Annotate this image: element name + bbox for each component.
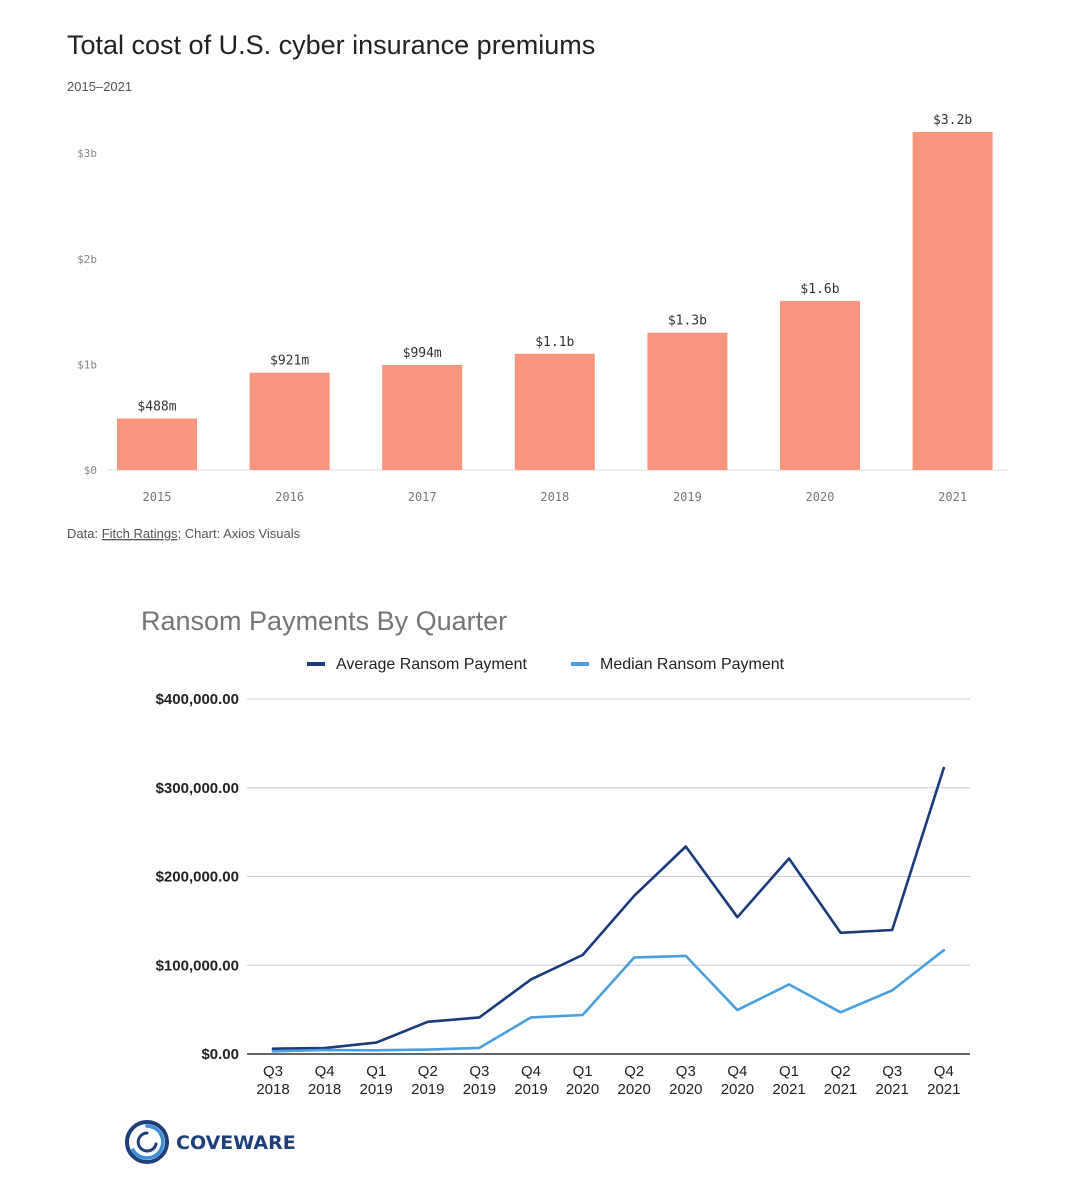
x-tick-year: 2019	[514, 1081, 547, 1098]
line-chart-legend: Average Ransom Payment Median Ransom Pay…	[307, 656, 785, 673]
line-chart-y-tick: $100,000.00	[156, 957, 239, 974]
line-chart-y-tick: $200,000.00	[156, 869, 239, 886]
x-tick-quarter: Q4	[727, 1063, 747, 1080]
source-suffix: ; Chart: Axios Visuals	[178, 526, 301, 541]
x-tick-year: 2021	[876, 1081, 909, 1098]
line-chart-x-tick: Q3 2018	[256, 1063, 289, 1098]
x-tick-quarter: Q2	[418, 1063, 438, 1080]
line-chart-x-tick: Q3 2020	[669, 1063, 702, 1098]
legend-label-average: Average Ransom Payment	[336, 656, 527, 673]
line-chart-y-tick: $400,000.00	[156, 691, 239, 708]
bar	[117, 418, 197, 470]
line-chart-gridlines	[247, 698, 970, 1055]
line-chart-x-tick: Q2 2019	[411, 1063, 444, 1098]
x-tick-quarter: Q1	[573, 1063, 593, 1080]
coveware-logo-text: COVEWARE	[176, 1132, 296, 1154]
x-tick-quarter: Q4	[315, 1063, 335, 1080]
x-tick-year: 2020	[566, 1081, 599, 1098]
bar-chart-y-tick: $2b	[77, 253, 97, 266]
line-chart-y-tick: $0.00	[201, 1046, 239, 1063]
line-chart-title: Ransom Payments By Quarter	[141, 606, 507, 636]
bar-chart-y-tick: $3b	[77, 147, 97, 160]
line-chart-x-tick: Q1 2020	[566, 1063, 599, 1098]
bar-chart-x-tick: 2019	[673, 490, 702, 504]
x-tick-year: 2019	[411, 1081, 444, 1098]
x-tick-quarter: Q1	[779, 1063, 799, 1080]
x-tick-quarter: Q4	[934, 1063, 954, 1080]
median-ransom-line	[271, 948, 946, 1053]
bar-chart-x-tick: 2018	[540, 490, 569, 504]
bar-chart-y-axis: $0 $1b $2b $3b	[77, 147, 97, 477]
bar-chart-y-tick: $1b	[77, 358, 97, 371]
source-prefix: Data:	[67, 526, 102, 541]
x-tick-year: 2021	[927, 1081, 960, 1098]
line-chart: Ransom Payments By Quarter Average Ranso…	[141, 606, 970, 1098]
line-chart-x-tick: Q4 2020	[721, 1063, 754, 1098]
bar-chart-bars	[117, 132, 993, 470]
x-tick-year: 2019	[463, 1081, 496, 1098]
line-chart-x-tick: Q3 2019	[463, 1063, 496, 1098]
coveware-logo-mark	[125, 1120, 169, 1164]
bar	[249, 372, 330, 470]
bar-data-label: $921m	[270, 354, 309, 369]
x-tick-quarter: Q3	[882, 1063, 902, 1080]
x-tick-quarter: Q4	[521, 1063, 541, 1080]
line-chart-series	[271, 766, 946, 1053]
line-chart-x-tick: Q4 2018	[308, 1063, 341, 1098]
x-tick-year: 2021	[772, 1081, 805, 1098]
x-tick-year: 2021	[824, 1081, 857, 1098]
x-tick-year: 2018	[308, 1081, 341, 1098]
line-chart-x-tick: Q4 2021	[927, 1063, 960, 1098]
source-link[interactable]: Fitch Ratings	[102, 526, 178, 541]
bar-chart-x-axis: 2015 2016 2017 2018 2019 2020 2021	[143, 490, 968, 504]
bar	[382, 365, 463, 470]
bar	[780, 301, 860, 470]
line-chart-y-axis: $0.00 $100,000.00 $200,000.00 $300,000.00 $4…	[156, 691, 239, 1063]
x-tick-quarter: Q3	[263, 1063, 283, 1080]
coveware-logo: COVEWARE	[125, 1120, 296, 1164]
line-chart-x-tick: Q4 2019	[514, 1063, 547, 1098]
x-tick-quarter: Q1	[366, 1063, 386, 1080]
x-tick-year: 2020	[721, 1081, 754, 1098]
x-tick-quarter: Q3	[469, 1063, 489, 1080]
line-chart-x-tick: Q2 2020	[618, 1063, 651, 1098]
average-ransom-line	[271, 766, 946, 1050]
line-chart-x-tick: Q1 2021	[772, 1063, 805, 1098]
x-tick-quarter: Q2	[831, 1063, 851, 1080]
line-chart-y-tick: $300,000.00	[156, 780, 239, 797]
bar-chart-x-tick: 2015	[143, 490, 172, 504]
x-tick-quarter: Q2	[624, 1063, 644, 1080]
bar-chart-subtitle: 2015–2021	[67, 79, 132, 94]
x-tick-year: 2019	[360, 1081, 393, 1098]
bar-data-label: $1.6b	[800, 282, 839, 297]
bar-data-label: $3.2b	[933, 113, 972, 128]
bar	[514, 353, 595, 470]
line-chart-x-tick: Q3 2021	[876, 1063, 909, 1098]
bar-data-label: $1.3b	[668, 314, 707, 329]
x-tick-year: 2018	[256, 1081, 289, 1098]
bar-data-label: $488m	[137, 399, 176, 414]
bar-chart-x-tick: 2016	[275, 490, 304, 504]
x-tick-year: 2020	[669, 1081, 702, 1098]
bar-chart: Total cost of U.S. cyber insurance premi…	[67, 30, 1008, 541]
line-chart-x-tick: Q2 2021	[824, 1063, 857, 1098]
x-tick-quarter: Q3	[676, 1063, 696, 1080]
legend-label-median: Median Ransom Payment	[600, 656, 785, 673]
line-chart-x-tick: Q1 2019	[360, 1063, 393, 1098]
bar-chart-x-tick: 2020	[806, 490, 835, 504]
bar-chart-title: Total cost of U.S. cyber insurance premi…	[67, 30, 595, 60]
x-tick-year: 2020	[618, 1081, 651, 1098]
bar-data-label: $994m	[403, 346, 442, 361]
bar-data-label: $1.1b	[535, 335, 574, 350]
bar	[912, 132, 993, 470]
bar-chart-source: Data: Fitch Ratings; Chart: Axios Visual…	[67, 526, 301, 541]
bar-chart-data-labels: $488m $921m $994m $1.1b $1.3b $1.6b $3.2b	[137, 113, 972, 414]
bar-chart-x-tick: 2021	[938, 490, 967, 504]
bar-chart-x-tick: 2017	[408, 490, 437, 504]
bar-chart-y-tick: $0	[84, 464, 97, 477]
bar	[647, 332, 728, 470]
